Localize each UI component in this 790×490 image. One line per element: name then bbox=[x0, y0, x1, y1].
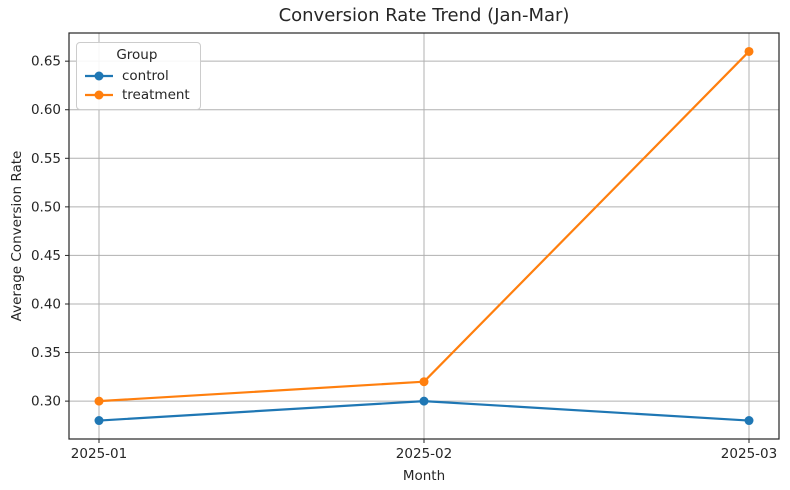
y-tick-label: 0.40 bbox=[31, 296, 61, 312]
legend-label-control: control bbox=[122, 67, 169, 84]
marker-treatment bbox=[744, 46, 754, 56]
y-tick-label: 0.55 bbox=[31, 151, 61, 167]
y-tick-label: 0.35 bbox=[31, 345, 61, 361]
x-tick-label: 2025-01 bbox=[71, 446, 127, 462]
legend-item-treatment: treatment bbox=[84, 85, 190, 104]
marker-control bbox=[744, 416, 754, 426]
legend-label-treatment: treatment bbox=[122, 86, 190, 103]
legend: Group control treatment bbox=[76, 42, 201, 110]
x-axis-label: Month bbox=[402, 468, 446, 484]
marker-treatment bbox=[94, 396, 104, 406]
marker-control bbox=[94, 416, 104, 426]
control-line-sample-icon bbox=[85, 71, 113, 80]
marker-treatment bbox=[419, 377, 429, 387]
chart-title: Conversion Rate Trend (Jan-Mar) bbox=[278, 5, 570, 26]
y-tick-label: 0.45 bbox=[31, 248, 61, 264]
y-tick-label: 0.65 bbox=[31, 54, 61, 70]
y-tick-label: 0.30 bbox=[31, 394, 61, 410]
marker-control bbox=[419, 396, 429, 406]
legend-title: Group bbox=[116, 47, 158, 63]
y-tick-label: 0.50 bbox=[31, 199, 61, 215]
y-axis-label: Average Conversion Rate bbox=[9, 150, 25, 322]
legend-item-control: control bbox=[84, 66, 190, 85]
y-tick-label: 0.60 bbox=[31, 102, 61, 118]
x-tick-label: 2025-02 bbox=[396, 446, 452, 462]
x-tick-label: 2025-03 bbox=[721, 446, 777, 462]
treatment-line-sample-icon bbox=[85, 90, 113, 99]
